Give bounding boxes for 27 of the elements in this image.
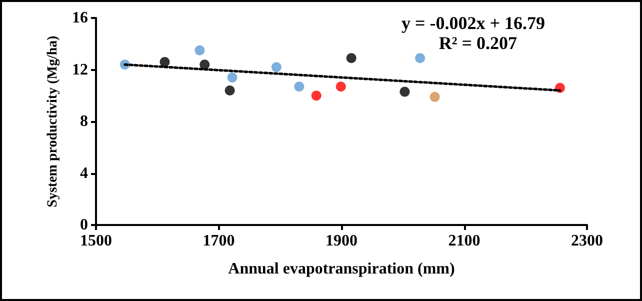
point xyxy=(311,90,322,101)
point xyxy=(200,60,210,70)
y-tick-label: 4 xyxy=(80,164,88,182)
x-axis-title: Annual evapotranspiration (mm) xyxy=(228,260,455,278)
point xyxy=(346,53,356,64)
x-tick-label: 1700 xyxy=(202,232,235,250)
point xyxy=(294,82,304,92)
x-tick-label: 2100 xyxy=(448,232,480,250)
x-tick-label: 2300 xyxy=(571,232,603,250)
y-tick-label: 8 xyxy=(80,113,88,130)
point xyxy=(224,85,235,96)
annotation: y = -0.002x + 16.79 xyxy=(401,13,546,33)
point xyxy=(415,53,426,64)
point xyxy=(194,45,205,56)
annotation: R² = 0.207 xyxy=(438,33,518,53)
point xyxy=(227,72,238,83)
point xyxy=(271,62,282,72)
x-tick-label: 1500 xyxy=(80,232,112,250)
point xyxy=(400,86,410,97)
x-tick-label: 1900 xyxy=(326,232,358,250)
y-axis-title: System productivity (Mg/ha) xyxy=(46,35,60,208)
y-tick-label: 12 xyxy=(72,61,88,78)
y-tick-label: 0 xyxy=(80,216,88,234)
point xyxy=(160,56,170,67)
y-tick-label: 16 xyxy=(72,10,88,26)
point xyxy=(336,82,346,92)
point xyxy=(430,92,440,102)
